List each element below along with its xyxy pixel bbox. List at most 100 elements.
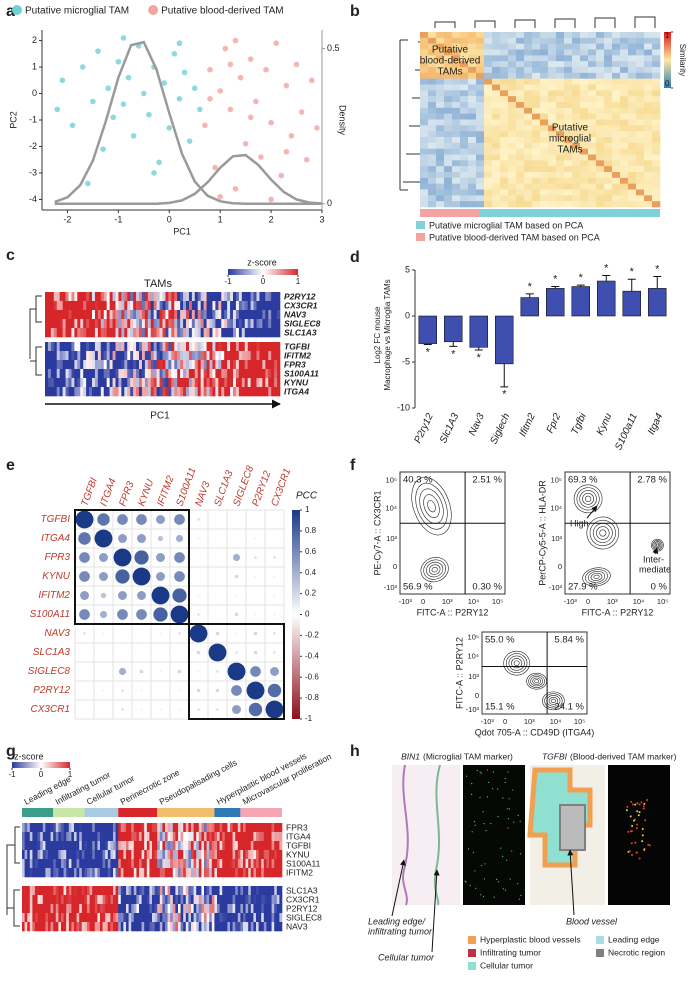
point <box>197 106 203 113</box>
heatmap-cell <box>212 351 216 361</box>
bar <box>622 290 641 317</box>
heatmap-cell <box>126 859 129 869</box>
heatmap-cell <box>196 922 200 932</box>
heatmap-cell <box>89 360 93 370</box>
heatmap-cell <box>218 351 222 361</box>
heatmap-cell <box>48 859 51 869</box>
significance: * <box>579 272 584 284</box>
heatmap-cell <box>167 841 171 851</box>
heatmap-cell <box>32 913 36 923</box>
heatmap-cell <box>42 832 46 842</box>
correlation-circle <box>141 633 142 634</box>
x-tick-label: 10⁵ <box>492 597 503 606</box>
heatmap-cell <box>224 342 228 352</box>
heatmap-cell <box>37 823 41 833</box>
heatmap-cell <box>644 148 653 155</box>
heatmap-cell <box>428 189 437 196</box>
heatmap-cell <box>62 310 66 320</box>
panel-label: g <box>6 743 16 760</box>
heatmap-cell <box>61 859 64 869</box>
heatmap-cell <box>548 78 557 85</box>
heatmap-cell <box>492 189 501 196</box>
heatmap-cell <box>188 886 192 896</box>
heatmap-cell <box>572 55 581 62</box>
heatmap-cell <box>186 360 190 370</box>
heatmap-cell <box>84 841 88 851</box>
heatmap-cell <box>45 292 49 302</box>
signal <box>488 781 490 784</box>
heatmap-cell <box>265 351 269 361</box>
heatmap-cell <box>74 292 78 302</box>
heatmap-cell <box>564 119 573 126</box>
heatmap-cell <box>71 301 75 311</box>
heatmap-cell <box>121 360 125 370</box>
heatmap-cell <box>460 72 469 79</box>
heatmap-cell <box>572 189 581 196</box>
heatmap-cell <box>150 292 154 302</box>
heatmap-cell <box>65 292 69 302</box>
heatmap-cell <box>115 832 119 842</box>
heatmap-cell <box>628 166 637 173</box>
correlation-circle <box>140 708 143 711</box>
contour <box>419 488 444 524</box>
heatmap-cell <box>76 886 80 896</box>
signal <box>641 827 644 830</box>
heatmap-cell <box>152 922 155 932</box>
heatmap-cell <box>185 859 189 869</box>
heatmap-cell <box>87 859 90 869</box>
heatmap-cell <box>83 387 87 397</box>
heatmap-cell <box>269 913 272 923</box>
heatmap-cell <box>74 850 77 860</box>
heatmap-cell <box>42 823 46 833</box>
heatmap-cell <box>92 850 96 860</box>
heatmap-cell <box>420 107 429 114</box>
heatmap-cell <box>636 61 645 68</box>
heatmap-cell <box>80 351 84 361</box>
signal <box>638 811 641 814</box>
heatmap-cell <box>564 102 573 109</box>
heatmap-cell <box>107 913 111 923</box>
x-axis-label: FITC-A :: P2RY12 <box>582 607 654 617</box>
heatmap-cell <box>42 913 46 923</box>
heatmap-cell <box>206 369 210 379</box>
y-tick-label: 0 <box>405 310 410 320</box>
plot-frame <box>399 471 506 595</box>
x-axis-label: Qdot 705-A :: CD49D (ITGA4) <box>475 727 595 737</box>
heatmap-cell <box>86 310 90 320</box>
heatmap-cell <box>532 131 541 138</box>
region-strip <box>118 808 158 817</box>
heatmap-cell <box>652 107 661 114</box>
heatmap-cell <box>147 378 152 388</box>
heatmap-cell <box>232 841 236 851</box>
heatmap-cell <box>68 859 72 869</box>
heatmap-cell <box>492 183 501 190</box>
heatmap-cell <box>100 868 103 878</box>
heatmap-cell <box>444 177 453 184</box>
heatmap-cell <box>100 292 105 302</box>
heatmap-cell <box>556 32 565 39</box>
heatmap-cell <box>86 378 90 388</box>
heatmap-cell <box>604 131 613 138</box>
heatmap-cell <box>139 351 143 361</box>
heatmap-cell <box>165 351 169 361</box>
heatmap-cell <box>42 868 46 878</box>
heatmap-cell <box>112 369 116 379</box>
heatmap-cell <box>66 850 70 860</box>
heatmap-cell <box>572 72 581 79</box>
heatmap-cell <box>468 137 477 144</box>
heatmap-cell <box>171 328 175 338</box>
heatmap-cell <box>109 369 113 379</box>
signal <box>476 769 478 772</box>
heatmap-cell <box>128 823 132 833</box>
heatmap-cell <box>444 107 453 114</box>
heatmap-cell <box>444 142 453 149</box>
bar <box>495 315 514 365</box>
heatmap-cell <box>460 142 469 149</box>
heatmap-cell <box>139 895 142 905</box>
heatmap-cell <box>217 913 220 923</box>
heatmap-cell <box>156 342 160 352</box>
heatmap-cell <box>532 37 541 44</box>
heatmap-cell <box>452 43 461 50</box>
heatmap-cell <box>198 895 202 905</box>
heatmap-cell <box>81 913 85 923</box>
